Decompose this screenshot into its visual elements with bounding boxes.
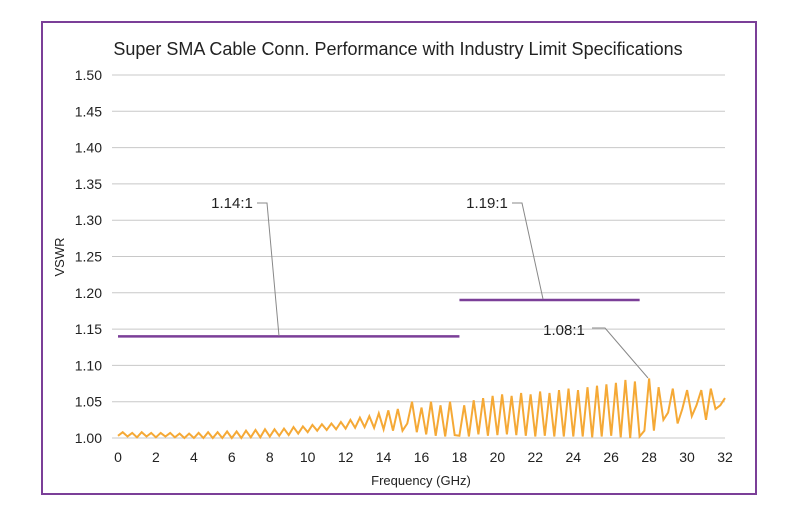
x-tick-label: 14 xyxy=(376,449,392,465)
x-tick-label: 0 xyxy=(114,449,122,465)
x-tick-label: 22 xyxy=(528,449,544,465)
x-tick-label: 24 xyxy=(565,449,581,465)
x-tick-label: 8 xyxy=(266,449,274,465)
measured-vswr-line xyxy=(117,378,726,440)
limit-label-2: 1.19:1 xyxy=(466,195,508,212)
y-tick-label: 1.05 xyxy=(75,394,102,410)
x-tick-label: 2 xyxy=(152,449,160,465)
limit-leader-2 xyxy=(512,202,544,300)
peak-label: 1.08:1 xyxy=(543,322,585,339)
x-tick-label: 6 xyxy=(228,449,236,465)
x-tick-label: 16 xyxy=(414,449,430,465)
x-tick-label: 26 xyxy=(603,449,619,465)
y-tick-label: 1.35 xyxy=(75,176,102,192)
y-tick-label: 1.25 xyxy=(75,249,102,265)
x-tick-label: 10 xyxy=(300,449,316,465)
y-tick-label: 1.15 xyxy=(75,321,102,337)
y-tick-label: 1.45 xyxy=(75,103,102,119)
peak-leader xyxy=(592,327,649,379)
x-tick-label: 20 xyxy=(490,449,506,465)
limit-leader-1 xyxy=(257,202,280,337)
y-tick-label: 1.20 xyxy=(75,285,102,301)
y-tick-label: 1.00 xyxy=(75,430,102,446)
x-tick-label: 4 xyxy=(190,449,198,465)
limit-label-1: 1.14:1 xyxy=(211,195,253,212)
x-tick-label: 32 xyxy=(717,449,733,465)
x-tick-label: 12 xyxy=(338,449,354,465)
y-axis-label: VSWR xyxy=(52,238,67,277)
chart-title: Super SMA Cable Conn. Performance with I… xyxy=(113,39,682,59)
y-tick-label: 1.10 xyxy=(75,357,102,373)
x-tick-label: 28 xyxy=(641,449,657,465)
y-tick-label: 1.30 xyxy=(75,212,102,228)
x-axis-label: Frequency (GHz) xyxy=(371,473,471,488)
chart-frame xyxy=(41,21,757,495)
x-tick-label: 18 xyxy=(452,449,468,465)
x-tick-label: 30 xyxy=(679,449,695,465)
y-tick-label: 1.50 xyxy=(75,67,102,83)
y-tick-label: 1.40 xyxy=(75,140,102,156)
